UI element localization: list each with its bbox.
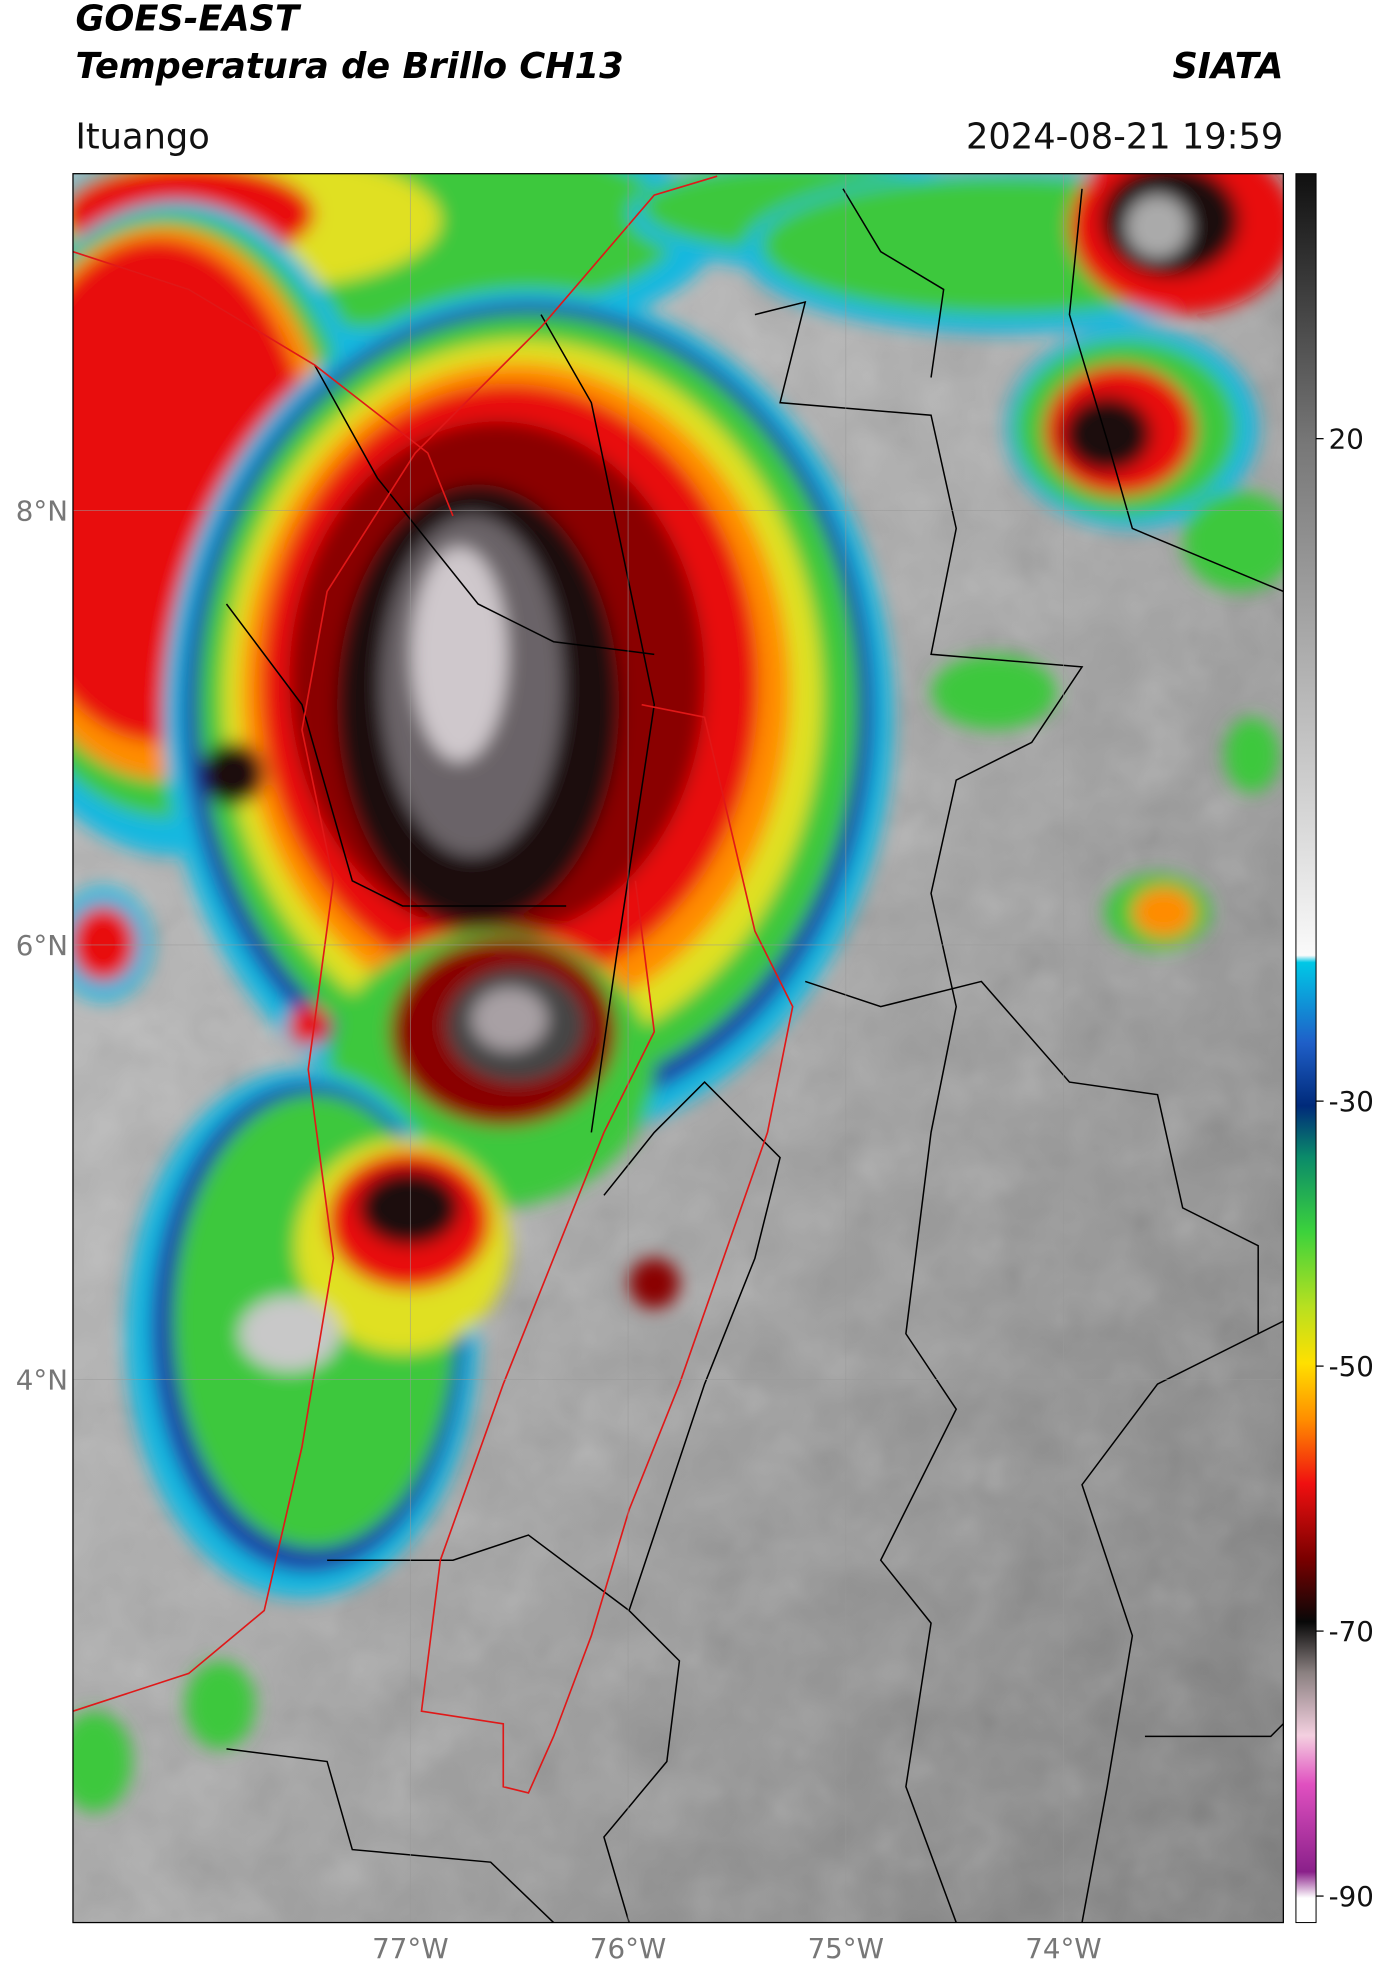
lat-label: 6°N: [16, 929, 68, 962]
colorbar-label: -50: [1329, 1350, 1374, 1383]
graticule: [72, 173, 1284, 1923]
admin-borders: [225, 188, 1284, 1923]
department-borders: [72, 175, 794, 1794]
lon-label: 74°W: [1025, 1932, 1101, 1965]
lon-label: 77°W: [372, 1932, 448, 1965]
lon-label: 75°W: [808, 1932, 884, 1965]
location: Ituango: [75, 117, 209, 158]
colorbar-label: -30: [1329, 1085, 1374, 1118]
map-frame: [72, 173, 1284, 1924]
colorbar: [1295, 173, 1317, 1924]
satellite-image: [72, 173, 1284, 1923]
title: GOES-EAST: [75, 0, 302, 39]
colorbar-label: -70: [1329, 1615, 1374, 1648]
colorbar-label: 20: [1329, 423, 1364, 456]
subtitle: Temperatura de Brillo CH13: [75, 46, 623, 87]
datetime: 2024-08-21 19:59: [966, 117, 1283, 158]
lat-label: 8°N: [16, 494, 68, 527]
source: SIATA: [1172, 46, 1283, 87]
lon-label: 76°W: [590, 1932, 666, 1965]
lat-label: 4°N: [16, 1363, 68, 1396]
colorbar-label: -90: [1329, 1880, 1374, 1913]
